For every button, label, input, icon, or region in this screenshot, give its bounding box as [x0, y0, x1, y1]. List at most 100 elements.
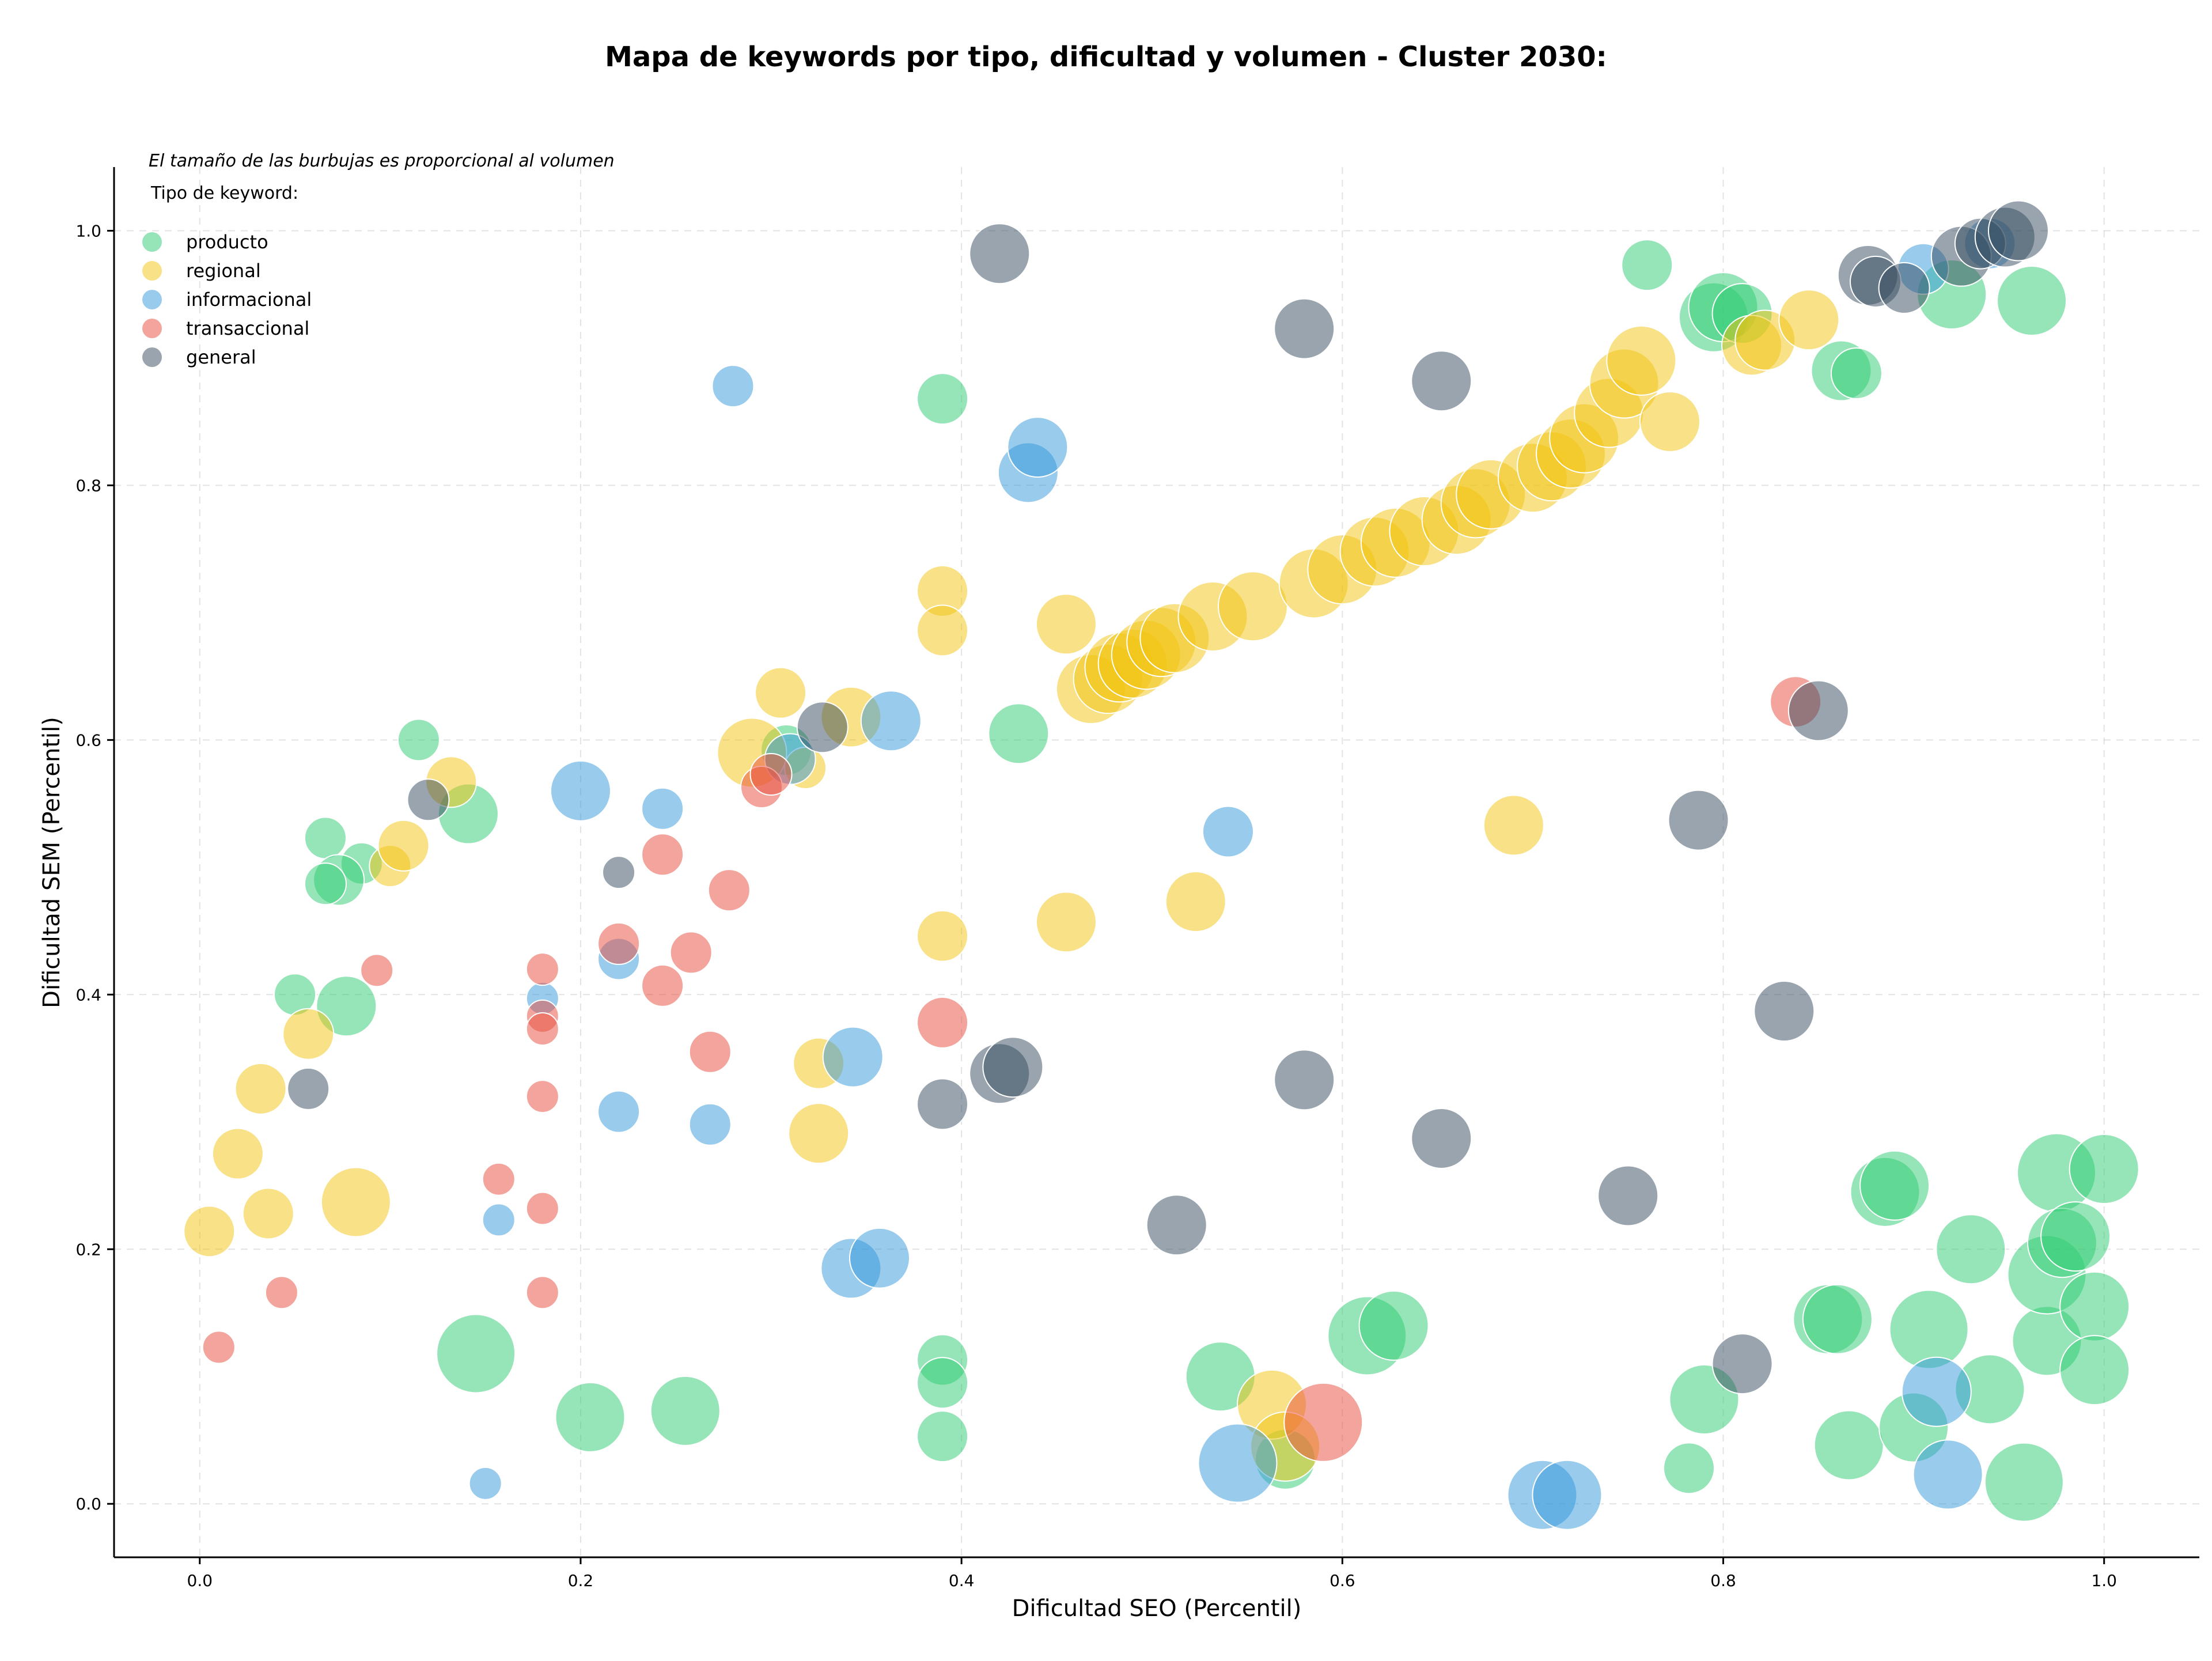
x-tick-label: 0.6	[1330, 1571, 1355, 1590]
bubble-transaccional	[525, 952, 559, 986]
y-tick-label: 0.6	[75, 731, 101, 750]
bubble-general	[1878, 262, 1930, 314]
bubble-regional	[916, 604, 969, 657]
y-tick-label: 0.8	[75, 476, 101, 495]
bubble-informacional	[1912, 1439, 1983, 1510]
bubble-general	[1411, 350, 1472, 412]
bubble-producto	[1984, 1442, 2064, 1522]
bubble-producto	[1936, 1214, 2006, 1285]
bubble-informacional	[711, 365, 755, 408]
bubble-regional	[1035, 593, 1097, 655]
bubble-general	[796, 701, 849, 754]
size-note: El tamaño de las burbujas es proporciona…	[149, 151, 615, 171]
bubble-general	[1146, 1194, 1207, 1256]
legend-label-general: general	[186, 346, 256, 368]
bubble-producto	[304, 816, 347, 860]
bubble-general	[1274, 1049, 1335, 1111]
legend-label-producto: producto	[186, 231, 268, 253]
bubble-producto	[2059, 1335, 2130, 1406]
x-tick-label: 0.4	[949, 1571, 975, 1590]
bubble-transaccional	[202, 1330, 236, 1364]
x-tick-label: 0.0	[187, 1571, 213, 1590]
bubble-transaccional	[641, 833, 684, 876]
bubble-informacional	[849, 1227, 910, 1289]
legend-marker-informacional	[142, 290, 162, 309]
bubble-producto	[316, 975, 377, 1037]
bubble-transaccional	[597, 922, 641, 965]
bubble-producto	[1889, 1289, 1969, 1369]
bubble-general	[1987, 200, 2049, 262]
bubble-transaccional	[525, 1191, 559, 1225]
bubble-transaccional	[688, 1030, 732, 1073]
bubble-regional	[755, 667, 807, 719]
y-tick-label: 0.4	[75, 985, 101, 1004]
bubble-general	[982, 1036, 1044, 1098]
bubble-regional	[320, 1167, 391, 1238]
bubble-general	[1274, 298, 1335, 360]
bubble-producto	[916, 1410, 969, 1463]
bubble-general	[969, 223, 1031, 285]
bubble-general	[916, 1078, 969, 1130]
bubble-producto	[650, 1375, 721, 1446]
bubble-transaccional	[525, 1080, 559, 1114]
bubble-informacional	[688, 1103, 732, 1146]
bubble-informacional	[550, 760, 611, 822]
bubble-producto	[1859, 1150, 1930, 1221]
bubble-regional	[1778, 289, 1840, 351]
legend-label-transaccional: transaccional	[186, 317, 309, 339]
bubble-regional	[1639, 391, 1700, 452]
bubble-producto	[2059, 1271, 2130, 1342]
bubble-regional	[788, 1103, 850, 1164]
bubble-producto	[2040, 1201, 2111, 1272]
bubble-transaccional	[1283, 1382, 1363, 1462]
chart-title: Mapa de keywords por tipo, dificultad y …	[605, 41, 1607, 73]
bubble-regional	[916, 910, 969, 962]
x-tick-label: 1.0	[2091, 1571, 2117, 1590]
bubble-transaccional	[749, 753, 793, 796]
bubble-regional	[1165, 871, 1226, 933]
x-tick-label: 0.8	[1710, 1571, 1736, 1590]
bubble-general	[407, 778, 450, 822]
bubble-informacional	[482, 1203, 516, 1237]
bubble-regional	[211, 1127, 264, 1180]
bubble-producto	[916, 373, 969, 425]
bubble-informacional	[468, 1466, 502, 1500]
bubble-producto	[1813, 1410, 1884, 1481]
bubble-producto	[1830, 347, 1883, 399]
bubble-general	[1597, 1165, 1659, 1227]
bubble-general	[287, 1067, 330, 1110]
y-tick-label: 1.0	[75, 221, 101, 240]
bubble-regional	[234, 1062, 287, 1115]
x-axis-label: Dificultad SEO (Percentil)	[1012, 1595, 1302, 1622]
bubble-producto	[1997, 266, 2067, 336]
bubble-transaccional	[360, 954, 394, 987]
x-tick-label: 0.2	[568, 1571, 594, 1590]
bubble-regional	[1217, 571, 1288, 642]
bubble-regional	[1606, 325, 1677, 396]
legend-title: Tipo de keyword:	[150, 183, 298, 203]
axes: 0.0 0.2 0.4 0.6 0.8 1.0 0.0 0.2 0.4 0.6 0.8 1.0	[75, 167, 2199, 1590]
bubble-producto	[916, 1357, 969, 1409]
bubble-informacional	[1901, 1356, 1972, 1427]
bubble-informacional	[641, 787, 684, 830]
bubble-general	[602, 856, 636, 890]
bubble-general	[1411, 1108, 1472, 1170]
bubble-transaccional	[641, 964, 684, 1007]
bubble-transaccional	[916, 996, 969, 1049]
bubble-transaccional	[525, 1012, 559, 1046]
bubble-regional	[183, 1205, 236, 1258]
legend-marker-transaccional	[142, 319, 162, 338]
bubble-transaccional	[525, 1276, 559, 1310]
y-tick-label: 0.0	[75, 1494, 101, 1514]
bubble-producto	[2069, 1134, 2139, 1205]
bubble-regional	[1483, 794, 1544, 856]
bubble-regional	[242, 1187, 294, 1240]
bubble-general	[1668, 789, 1729, 851]
legend-label-regional: regional	[186, 260, 261, 282]
bubble-producto	[436, 1314, 516, 1394]
bubble-producto	[1621, 239, 1673, 292]
y-tick-label: 0.2	[75, 1240, 101, 1259]
y-axis-label: Dificultad SEM (Percentil)	[39, 717, 65, 1008]
